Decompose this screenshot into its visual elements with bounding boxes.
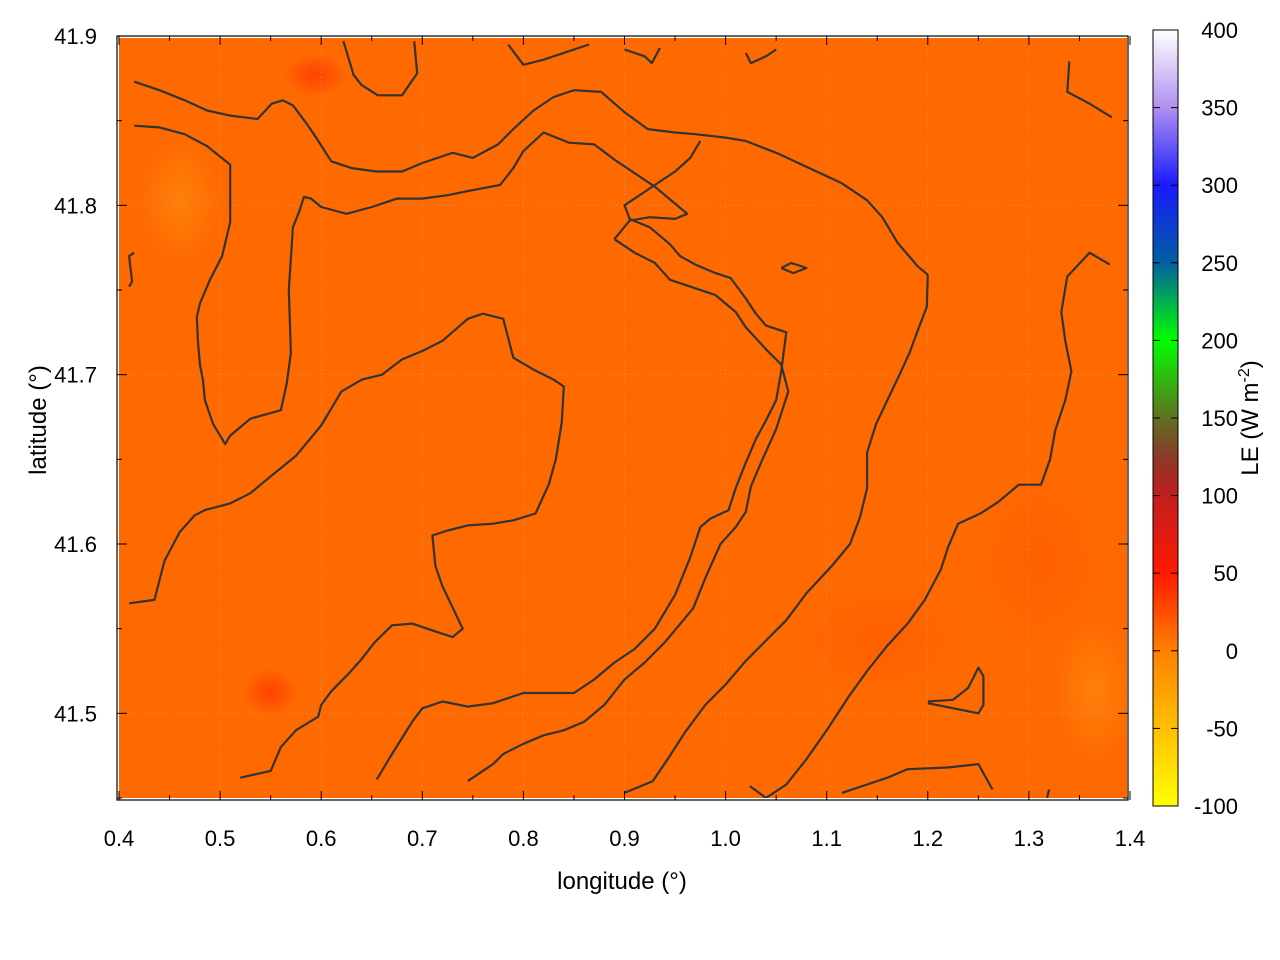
contour-line xyxy=(1046,789,1051,798)
contour-line xyxy=(128,251,135,288)
heatmap-hotspot xyxy=(242,668,298,716)
heatmap-lightspot xyxy=(1055,620,1127,760)
x-tick-label: 0.6 xyxy=(306,826,337,851)
x-tick-label: 1.3 xyxy=(1014,826,1045,851)
x-tick-label: 1.1 xyxy=(811,826,842,851)
colorbar-tick-label: -100 xyxy=(1194,794,1238,819)
y-tick-label: 41.6 xyxy=(54,532,97,557)
colorbar-tick-label: 400 xyxy=(1201,18,1238,43)
x-tick-label: 1.2 xyxy=(913,826,944,851)
contour-line xyxy=(133,80,929,276)
colorbar-label-close: ) xyxy=(1237,360,1264,368)
colorbar: -100 -50 0 50 100 150 200 250 300 350 400 LE (W m-… xyxy=(1152,18,1264,819)
colorbar-tick-label: 250 xyxy=(1201,251,1238,276)
contour-line xyxy=(1066,61,1113,119)
colorbar-label-main: LE (W m xyxy=(1237,382,1264,475)
heatmap-lightspot xyxy=(140,140,220,260)
contour-line xyxy=(128,312,565,779)
x-tick-label: 1.0 xyxy=(710,826,741,851)
y-tick-label: 41.9 xyxy=(54,24,97,49)
heatmap-warmspot xyxy=(970,470,1110,650)
contour-line xyxy=(780,261,808,275)
contour-line xyxy=(375,140,788,780)
x-tick-label: 0.5 xyxy=(205,826,236,851)
contour-line xyxy=(841,763,994,794)
axes: 0.4 0.5 0.6 0.7 0.8 0.9 1.0 1.1 1.2 1.3 1.4 41.5 41.… xyxy=(54,24,1145,851)
x-tick-label: 0.9 xyxy=(609,826,640,851)
x-axis-label: longitude (°) xyxy=(557,868,687,895)
contour-line xyxy=(342,40,419,97)
y-tick-label: 41.8 xyxy=(54,193,97,218)
heatmap-warmspot xyxy=(790,580,970,700)
colorbar-tick-label: 350 xyxy=(1201,96,1238,121)
colorbar-label-exp: -2 xyxy=(1236,368,1253,382)
contour-line xyxy=(624,274,929,794)
x-tick-label: 0.8 xyxy=(508,826,539,851)
contour-line xyxy=(927,666,985,715)
contour-line xyxy=(467,238,790,783)
colorbar-ticks: -100 -50 0 50 100 150 200 250 300 350 400 xyxy=(1153,18,1238,819)
heatmap-hotspot xyxy=(283,53,347,97)
contour-line xyxy=(507,43,590,66)
colorbar-tick-label: 150 xyxy=(1201,406,1238,431)
x-tick-label: 1.4 xyxy=(1115,826,1146,851)
colorbar-tick-label: 0 xyxy=(1226,639,1238,664)
colorbar-tick-label: 50 xyxy=(1214,561,1238,586)
colorbar-tick-label: 100 xyxy=(1201,484,1238,509)
x-tick-label: 0.7 xyxy=(407,826,438,851)
contour-line xyxy=(624,47,661,65)
contour-line xyxy=(749,251,1111,798)
colorbar-tick-label: 200 xyxy=(1201,328,1238,353)
contour-line xyxy=(134,124,689,446)
x-tick-label: 0.4 xyxy=(104,826,135,851)
contour-lines xyxy=(128,40,1113,798)
plot-frame xyxy=(116,35,1129,801)
colorbar-tick-label: -50 xyxy=(1206,716,1238,741)
colorbar-label: LE (W m-2) xyxy=(1236,360,1264,476)
y-axis-label: latitude (°) xyxy=(25,365,52,475)
contour-line xyxy=(744,48,777,65)
y-tick-label: 41.5 xyxy=(54,701,97,726)
colorbar-tick-label: 300 xyxy=(1201,173,1238,198)
y-tick-label: 41.7 xyxy=(54,363,97,388)
